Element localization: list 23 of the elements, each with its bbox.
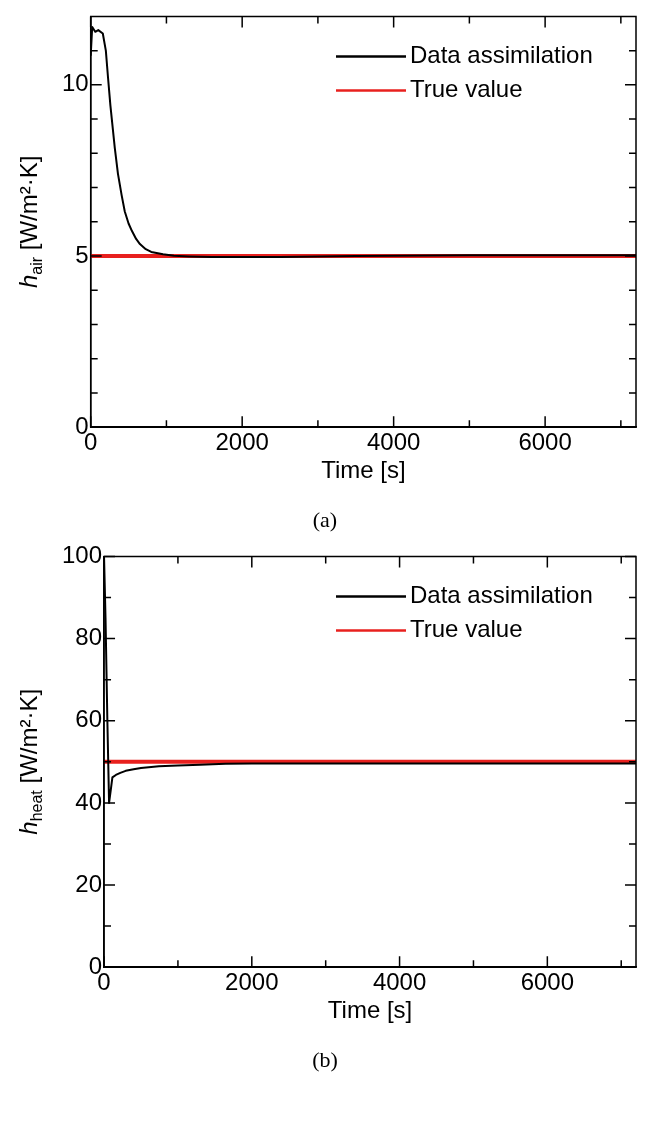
y-tick-label: 5 — [75, 240, 89, 268]
x-tick-label: 2000 — [215, 428, 269, 456]
legend-label: True value — [410, 75, 523, 103]
text: (b) — [311, 1046, 339, 1074]
y-tick-label: 100 — [62, 541, 103, 569]
y-tick-label: 80 — [75, 623, 103, 651]
x-tick-label: 6000 — [520, 968, 575, 996]
x-tick-label: 2000 — [225, 968, 279, 996]
y-tick-label: 60 — [75, 705, 103, 733]
y-axis-title: hair [W/m²·K] — [14, 155, 45, 289]
x-tick-label: 6000 — [518, 428, 572, 456]
y-tick-label: 40 — [75, 787, 103, 815]
x-axis-title: Time [s] — [321, 455, 406, 483]
y-axis-title: hheat [W/m²·K] — [14, 688, 45, 835]
x-tick-label: 4000 — [366, 428, 421, 456]
legend-label: Data assimilation — [410, 41, 593, 69]
y-tick-label: 20 — [75, 869, 103, 897]
x-tick-label: 4000 — [372, 968, 427, 996]
text: (a) — [311, 506, 339, 534]
y-tick-label: 10 — [61, 69, 89, 97]
legend-label: Data assimilation — [410, 581, 593, 609]
legend-label: True value — [410, 615, 523, 643]
x-axis-title: Time [s] — [327, 995, 413, 1023]
